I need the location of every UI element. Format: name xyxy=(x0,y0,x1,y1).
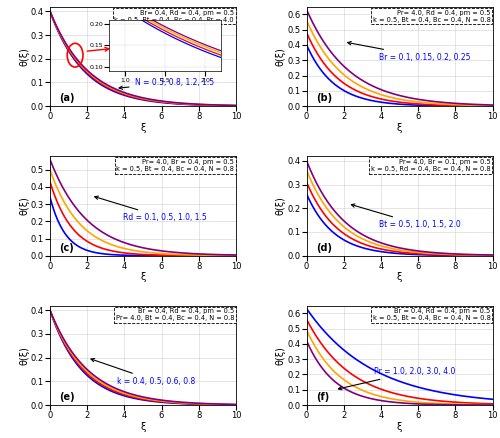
Text: Rd = 0.1, 0.5, 1.0, 1.5: Rd = 0.1, 0.5, 1.0, 1.5 xyxy=(95,196,206,223)
Text: Br = 0.4, Rd = 0.4, pm = 0.5
Pr= 4.0, Bt = 0.4, Bc = 0.4, N = 0.8: Br = 0.4, Rd = 0.4, pm = 0.5 Pr= 4.0, Bt… xyxy=(116,308,234,321)
Text: Pr= 4.0, Br = 0.4, pm = 0.5
k = 0.5, Bt = 0.4, Bc = 0.4, N = 0.8: Pr= 4.0, Br = 0.4, pm = 0.5 k = 0.5, Bt … xyxy=(116,159,234,172)
X-axis label: ξ: ξ xyxy=(397,123,402,133)
Text: Br = 0.1, 0.15, 0.2, 0.25: Br = 0.1, 0.15, 0.2, 0.25 xyxy=(348,42,470,62)
Y-axis label: θ(ξ): θ(ξ) xyxy=(19,346,29,365)
Y-axis label: θ(ξ): θ(ξ) xyxy=(276,47,285,66)
Text: Pr= 4.0, Rd = 0.4, pm = 0.5
k = 0.5, Bt = 0.4, Bc = 0.4, N = 0.8: Pr= 4.0, Rd = 0.4, pm = 0.5 k = 0.5, Bt … xyxy=(373,10,490,23)
Text: (c): (c) xyxy=(60,243,74,253)
Text: Br = 0.4, Rd = 0.4, pm = 0.5
k = 0.5, Bt = 0.4, Bc = 0.4, N = 0.8: Br = 0.4, Rd = 0.4, pm = 0.5 k = 0.5, Bt… xyxy=(373,308,490,321)
X-axis label: ξ: ξ xyxy=(140,422,145,432)
Text: Br= 0.4, Rd = 0.4, pm = 0.5
k = 0.5, Bt = 0.4, Bc = 0.4, Pr = 4.0: Br= 0.4, Rd = 0.4, pm = 0.5 k = 0.5, Bt … xyxy=(114,10,234,23)
Text: k = 0.4, 0.5, 0.6, 0.8: k = 0.4, 0.5, 0.6, 0.8 xyxy=(91,359,195,386)
Text: (e): (e) xyxy=(60,392,75,402)
Text: (a): (a) xyxy=(60,93,75,103)
Text: (d): (d) xyxy=(316,243,332,253)
Text: (f): (f) xyxy=(316,392,329,402)
X-axis label: ξ: ξ xyxy=(397,422,402,432)
Y-axis label: θ(ξ): θ(ξ) xyxy=(19,47,29,66)
Text: (b): (b) xyxy=(316,93,332,103)
X-axis label: ξ: ξ xyxy=(140,123,145,133)
Text: N = 0.5, 0.8, 1.2, 1.5: N = 0.5, 0.8, 1.2, 1.5 xyxy=(119,78,214,89)
Y-axis label: θ(ξ): θ(ξ) xyxy=(276,346,285,365)
Y-axis label: θ(ξ): θ(ξ) xyxy=(276,196,285,215)
Text: Pr = 1.0, 2.0, 3.0, 4.0: Pr = 1.0, 2.0, 3.0, 4.0 xyxy=(338,367,455,390)
Text: Pr= 4.0, Br = 0.1, pm = 0.5
k = 0.5, Rd = 0.4, Bc = 0.4, N = 0.8: Pr= 4.0, Br = 0.1, pm = 0.5 k = 0.5, Rd … xyxy=(371,159,490,172)
Y-axis label: θ(ξ): θ(ξ) xyxy=(19,196,29,215)
X-axis label: ξ: ξ xyxy=(397,272,402,283)
Text: Bt = 0.5, 1.0, 1.5, 2.0: Bt = 0.5, 1.0, 1.5, 2.0 xyxy=(352,204,461,230)
X-axis label: ξ: ξ xyxy=(140,272,145,283)
